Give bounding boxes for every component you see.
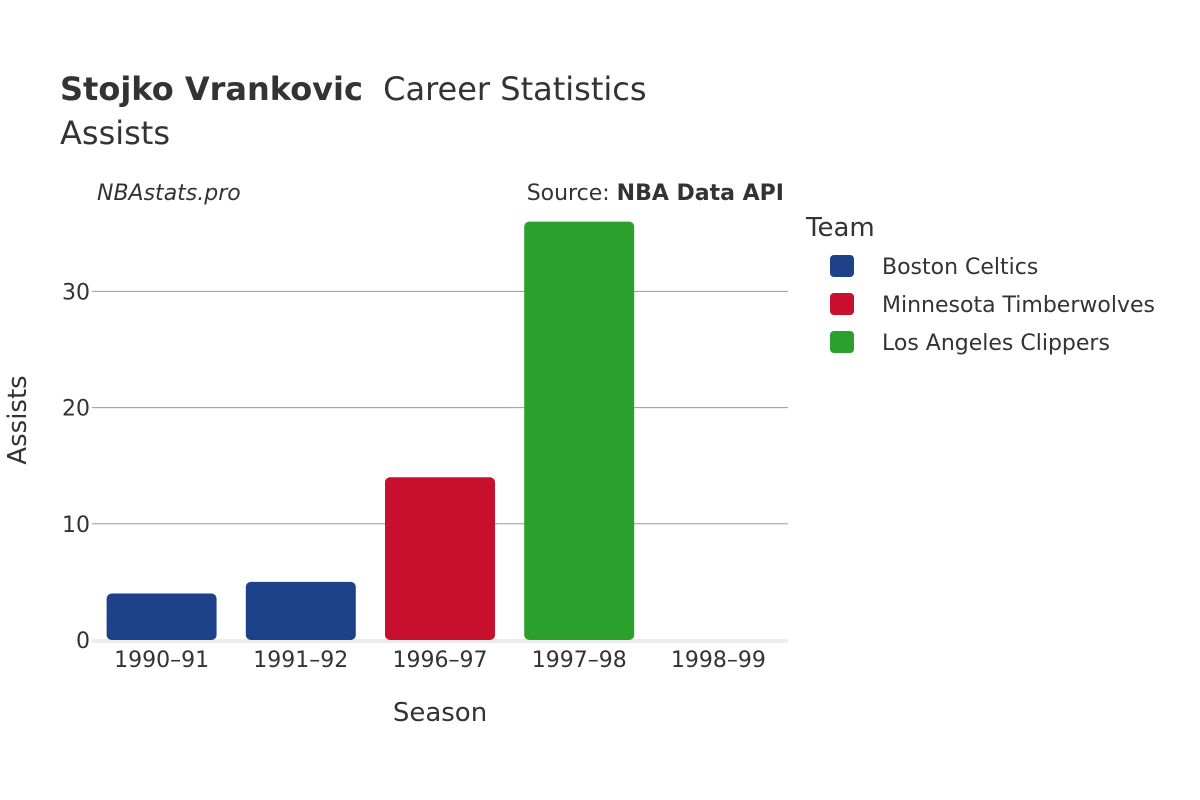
chart-subtitle: Assists: [60, 114, 170, 152]
legend-title: Team: [805, 213, 875, 243]
bars: [106, 221, 635, 640]
source-name: NBA Data API: [617, 181, 784, 206]
y-tick-label: 30: [62, 280, 90, 305]
legend-swatch: [830, 255, 854, 277]
x-tick-label: 1996–97: [393, 648, 488, 673]
x-tick-label: 1998–99: [671, 648, 766, 673]
y-tick-label: 0: [76, 629, 90, 654]
chart-title: Stojko Vrankovic Career Statistics: [60, 70, 647, 108]
source-text: Source: NBA Data API: [527, 181, 784, 206]
bar[interactable]: [385, 477, 495, 640]
bar[interactable]: [524, 221, 635, 640]
baseline: [92, 639, 788, 643]
chart-title-suffix: Career Statistics: [383, 70, 646, 108]
y-axis-ticks: 0 10 20 30: [62, 280, 90, 654]
legend-swatch: [830, 293, 854, 315]
y-tick-label: 20: [62, 397, 90, 422]
x-tick-label: 1990–91: [114, 648, 209, 673]
chart-title-player: Stojko Vrankovic: [60, 70, 363, 108]
source-prefix: Source:: [527, 181, 617, 206]
x-tick-label: 1997–98: [532, 648, 627, 673]
x-axis-baseline: [92, 639, 788, 643]
x-tick-label: 1991–92: [253, 648, 348, 673]
legend-label: Los Angeles Clippers: [882, 331, 1110, 356]
legend-label: Minnesota Timberwolves: [882, 293, 1155, 318]
credit-text: NBAstats.pro: [97, 181, 241, 206]
legend-label: Boston Celtics: [882, 255, 1038, 280]
x-axis-title: Season: [393, 698, 487, 728]
bar[interactable]: [245, 581, 356, 640]
legend: Boston Celtics Minnesota Timberwolves Los …: [830, 255, 1155, 356]
legend-swatch: [830, 331, 854, 353]
y-tick-label: 10: [62, 513, 90, 538]
bar[interactable]: [106, 593, 217, 640]
x-axis-ticks: 1990–91 1991–92 1996–97 1997–98 1998–99: [114, 648, 766, 673]
y-axis-title: Assists: [3, 375, 33, 464]
